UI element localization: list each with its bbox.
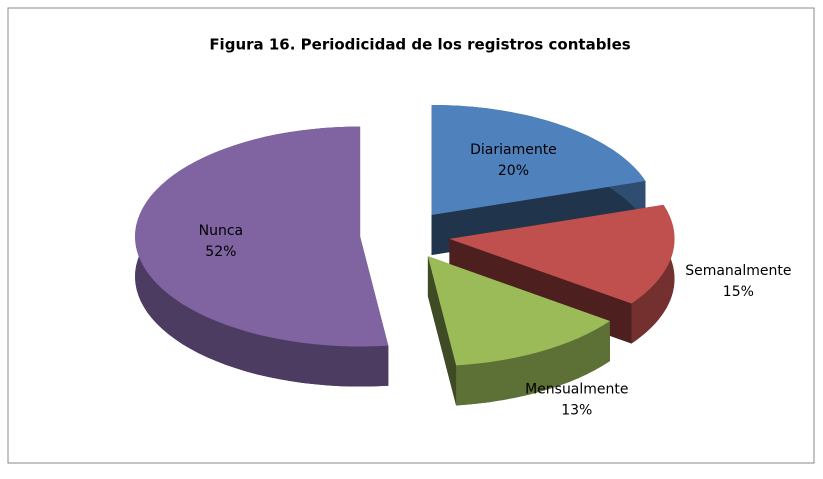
- slice-side: [427, 256, 457, 406]
- data-label-name: Mensualmente: [525, 381, 628, 397]
- slice-side: [456, 321, 610, 406]
- data-label-value: 20%: [498, 163, 529, 179]
- slice: [449, 204, 675, 304]
- slice: [427, 256, 610, 366]
- data-label-value: 52%: [205, 244, 236, 260]
- chart-border: [7, 7, 815, 464]
- data-label-name: Diariamente: [470, 142, 557, 158]
- data-label-value: 13%: [561, 402, 592, 418]
- chart-title: Figura 16. Periodicidad de los registros…: [209, 36, 630, 54]
- slice: [135, 126, 389, 347]
- data-label-name: Semanalmente: [685, 263, 791, 279]
- data-label-value: 15%: [723, 284, 754, 300]
- data-label-name: Nunca: [199, 223, 244, 239]
- slice: [431, 105, 646, 215]
